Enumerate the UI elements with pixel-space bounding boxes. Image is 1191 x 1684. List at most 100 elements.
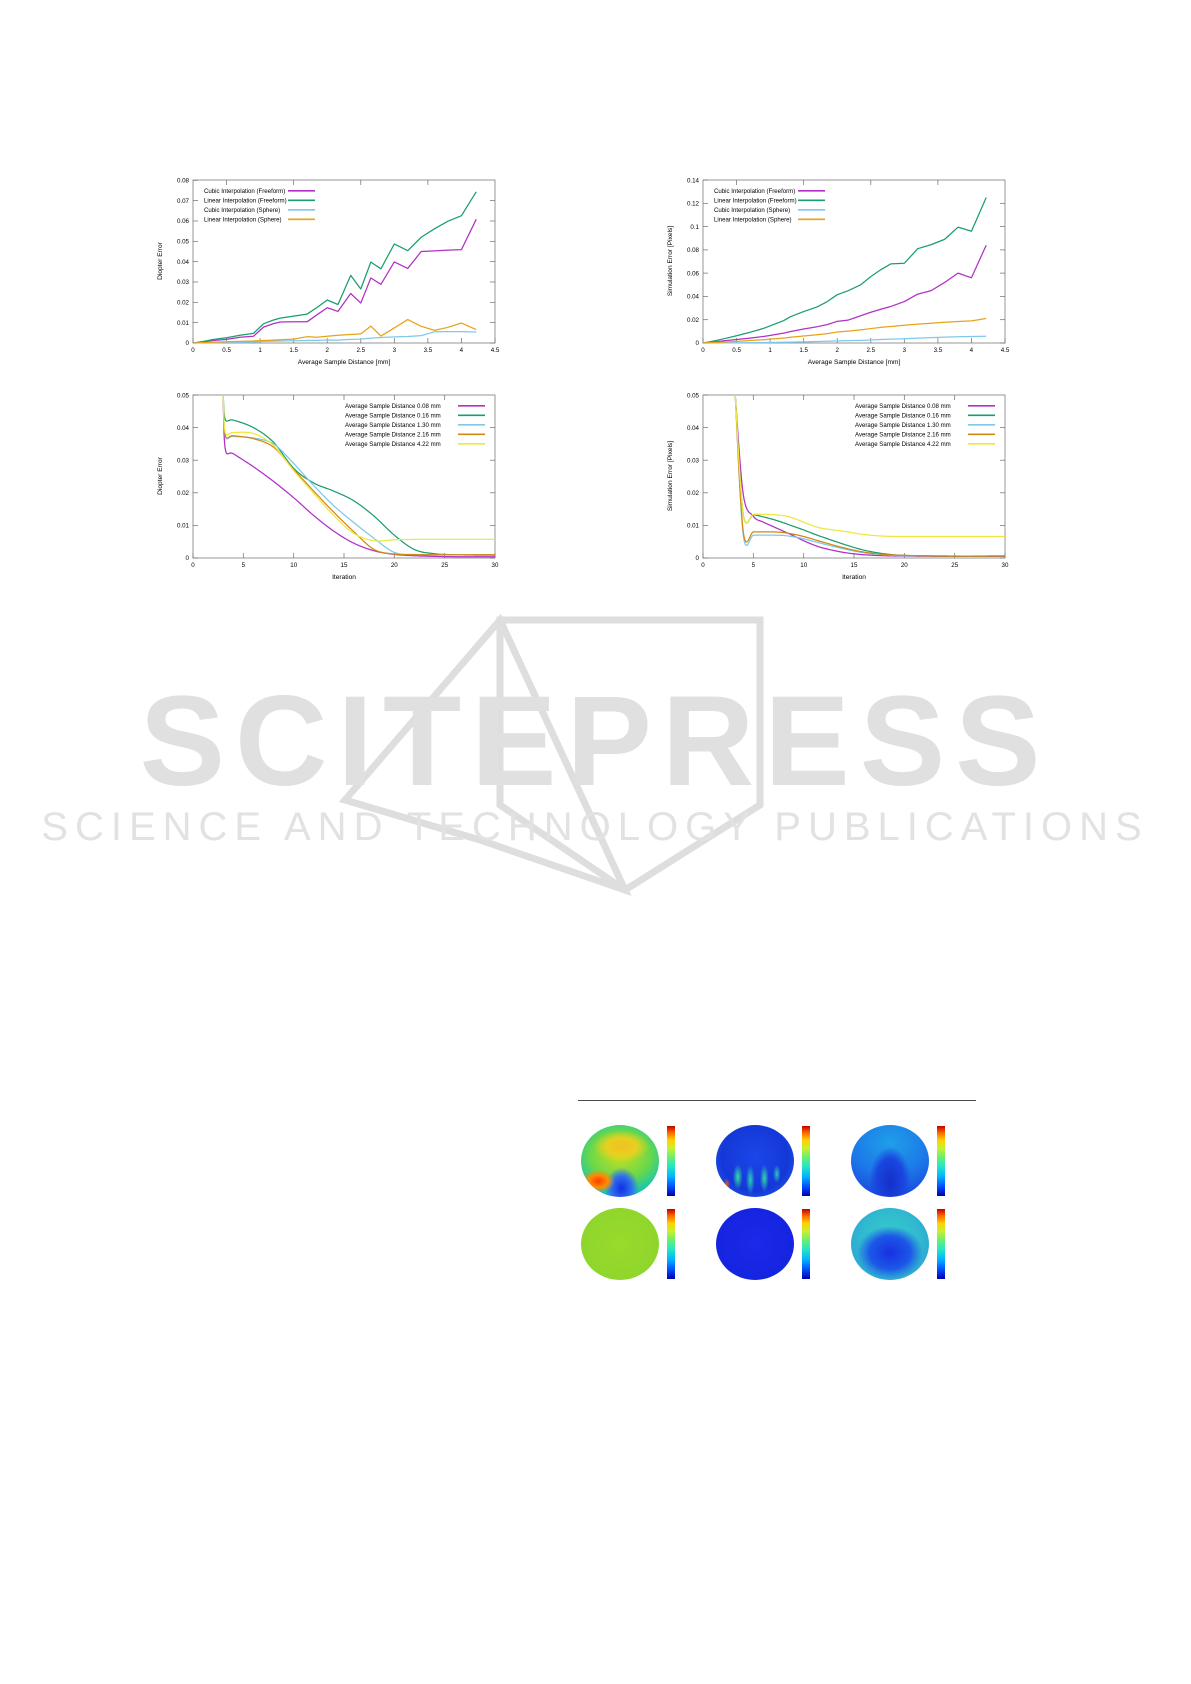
x-axis-label: Average Sample Distance [mm] bbox=[298, 359, 391, 366]
x-axis-ticks: 0 0.5 1 1.5 2 2.5 3 3.5 4 4.5 bbox=[701, 347, 1010, 354]
svg-text:15: 15 bbox=[341, 562, 348, 569]
legend-label-3: Linear Interpolation (Sphere) bbox=[204, 217, 282, 224]
svg-text:0.04: 0.04 bbox=[177, 259, 190, 266]
series-line-4 bbox=[734, 394, 1005, 538]
legend-label-2: Cubic Interpolation (Sphere) bbox=[204, 207, 280, 214]
series-line-3 bbox=[192, 318, 477, 344]
svg-text:5: 5 bbox=[752, 562, 756, 569]
svg-text:1.5: 1.5 bbox=[289, 347, 298, 354]
x-axis-ticks: 0 5 10 15 20 25 30 bbox=[701, 562, 1009, 569]
svg-text:0: 0 bbox=[701, 347, 705, 354]
colorbar-5 bbox=[802, 1209, 810, 1279]
svg-text:0: 0 bbox=[186, 340, 190, 347]
y-axis-ticks: 0 0.01 0.02 0.03 0.04 0.05 0.06 0.07 0.0… bbox=[177, 178, 190, 348]
svg-text:20: 20 bbox=[901, 562, 908, 569]
svg-text:0.12: 0.12 bbox=[687, 201, 700, 208]
series-line-1 bbox=[192, 191, 477, 344]
svg-text:2: 2 bbox=[325, 347, 329, 354]
error-map-cell-4 bbox=[575, 1208, 700, 1283]
svg-text:0.04: 0.04 bbox=[177, 425, 190, 432]
svg-text:0.08: 0.08 bbox=[687, 247, 700, 254]
y-axis-label: Diopter Error bbox=[157, 456, 164, 495]
series-line-1 bbox=[702, 197, 987, 344]
svg-text:5: 5 bbox=[242, 562, 246, 569]
y-axis-label: Diopter Error bbox=[157, 241, 164, 280]
svg-text:15: 15 bbox=[851, 562, 858, 569]
series-line-0 bbox=[222, 394, 495, 558]
svg-text:30: 30 bbox=[492, 562, 499, 569]
colorbar-2 bbox=[802, 1126, 810, 1196]
svg-text:0.06: 0.06 bbox=[177, 218, 190, 225]
legend-label-0: Cubic Interpolation (Freeform) bbox=[204, 188, 285, 195]
error-map-5 bbox=[716, 1208, 794, 1280]
chart-bottom-right-svg: 0 0.01 0.02 0.03 0.04 0.05 bbox=[667, 392, 1009, 581]
series-line-2 bbox=[702, 335, 987, 344]
error-map-cell-2 bbox=[710, 1125, 835, 1200]
series-lines bbox=[222, 394, 495, 558]
colorbar-6 bbox=[937, 1209, 945, 1279]
svg-text:25: 25 bbox=[951, 562, 958, 569]
svg-text:0.02: 0.02 bbox=[687, 490, 700, 497]
figure-error-maps bbox=[575, 1098, 980, 1288]
colorbar-1 bbox=[667, 1126, 675, 1196]
watermark-title: SCITEPRESS bbox=[140, 670, 1051, 813]
chart-legend: Cubic Interpolation (Freeform) Linear In… bbox=[204, 188, 315, 224]
chart-top-right-svg: 0 0.02 0.04 0.06 0.08 0.1 0.12 0.14 bbox=[667, 177, 1010, 366]
svg-text:0.01: 0.01 bbox=[177, 523, 190, 530]
y-axis-label: Simulation Error [Pixels] bbox=[667, 441, 674, 512]
x-axis-ticks: 0 0.5 1 1.5 2 2.5 3 3.5 4 4.5 bbox=[191, 347, 500, 354]
svg-text:0.03: 0.03 bbox=[687, 457, 700, 464]
svg-text:0.03: 0.03 bbox=[177, 457, 190, 464]
book-logo-icon bbox=[338, 613, 764, 896]
svg-text:20: 20 bbox=[391, 562, 398, 569]
legend-label-2: Average Sample Distance 1.30 mm bbox=[855, 422, 951, 429]
legend-label-2: Cubic Interpolation (Sphere) bbox=[714, 207, 790, 214]
legend-label-0: Cubic Interpolation (Freeform) bbox=[714, 188, 795, 195]
svg-text:0: 0 bbox=[696, 340, 700, 347]
svg-text:0: 0 bbox=[701, 562, 705, 569]
colorbar-4 bbox=[667, 1209, 675, 1279]
chart-top-left-svg: 0 0.01 0.02 0.03 0.04 0.05 0.06 0.07 0.0… bbox=[157, 178, 500, 366]
series-lines bbox=[734, 394, 1006, 558]
svg-text:4: 4 bbox=[460, 347, 464, 354]
error-map-row-2 bbox=[575, 1208, 980, 1283]
svg-text:0.02: 0.02 bbox=[177, 300, 190, 307]
x-axis-ticks: 0 5 10 15 20 25 30 bbox=[191, 562, 499, 569]
watermark-subtitle: SCIENCE AND TECHNOLOGY PUBLICATIONS bbox=[41, 805, 1148, 849]
x-axis-label: Average Sample Distance [mm] bbox=[808, 359, 901, 366]
error-map-6 bbox=[851, 1208, 929, 1280]
svg-text:3: 3 bbox=[393, 347, 397, 354]
svg-text:0: 0 bbox=[191, 562, 195, 569]
x-tick-marks bbox=[702, 180, 1006, 343]
plot-frame bbox=[192, 394, 496, 559]
legend-label-3: Linear Interpolation (Sphere) bbox=[714, 217, 792, 224]
svg-text:0: 0 bbox=[696, 555, 700, 562]
svg-text:2.5: 2.5 bbox=[866, 347, 875, 354]
svg-text:3: 3 bbox=[903, 347, 907, 354]
series-line-3 bbox=[222, 394, 495, 556]
svg-text:4.5: 4.5 bbox=[1001, 347, 1010, 354]
series-line-0 bbox=[192, 219, 477, 344]
x-axis-label: Iteration bbox=[332, 574, 356, 581]
y-axis-ticks: 0 0.02 0.04 0.06 0.08 0.1 0.12 0.14 bbox=[687, 177, 700, 347]
svg-text:0.05: 0.05 bbox=[687, 392, 700, 399]
error-map-cell-3 bbox=[845, 1125, 970, 1200]
svg-text:0.14: 0.14 bbox=[687, 177, 700, 184]
y-axis-label: Simulation Error [Pixels] bbox=[667, 226, 674, 297]
legend-label-3: Average Sample Distance 2.16 mm bbox=[855, 432, 951, 439]
series-line-4 bbox=[222, 394, 495, 542]
watermark-svg: SCITEPRESS SCIENCE AND TECHNOLOGY PUBLIC… bbox=[41, 613, 1148, 896]
error-map-3 bbox=[851, 1125, 929, 1197]
svg-text:0.03: 0.03 bbox=[177, 279, 190, 286]
svg-text:1: 1 bbox=[768, 347, 772, 354]
svg-text:0.08: 0.08 bbox=[177, 178, 190, 185]
svg-text:10: 10 bbox=[800, 562, 807, 569]
legend-label-0: Average Sample Distance 0.08 mm bbox=[345, 403, 441, 410]
legend-label-1: Average Sample Distance 0.16 mm bbox=[345, 413, 441, 420]
svg-text:0.05: 0.05 bbox=[177, 239, 190, 246]
series-lines bbox=[702, 197, 987, 344]
svg-text:0.05: 0.05 bbox=[177, 392, 190, 399]
plot-frame bbox=[702, 179, 1006, 344]
error-map-cell-1 bbox=[575, 1125, 700, 1200]
chart-legend: Average Sample Distance 0.08 mm Average … bbox=[855, 403, 995, 448]
